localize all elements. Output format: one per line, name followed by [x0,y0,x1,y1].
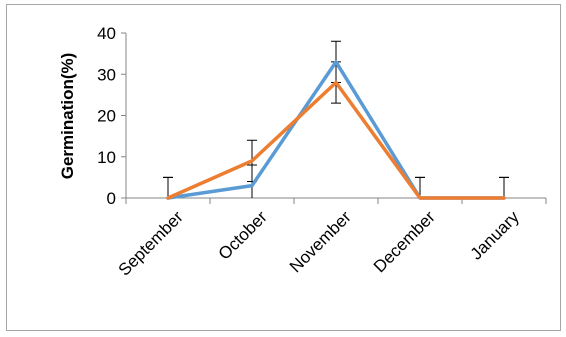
y-tick-label: 40 [97,24,116,43]
y-tick-label: 30 [97,65,116,84]
x-ticks: September October November December January [115,198,547,280]
series-2-line [166,80,506,200]
x-tick-label: November [286,207,355,276]
y-axis-title: Germination(%) [58,53,77,180]
y-ticks: 0 10 20 30 40 [97,24,126,208]
x-tick-label: September [115,207,187,279]
y-tick-label: 0 [107,189,116,208]
error-bars [163,40,509,198]
chart-border [6,4,561,331]
y-tick-label: 10 [97,148,116,167]
y-tick-label: 20 [97,107,116,126]
x-tick-label: October [215,207,271,263]
x-tick-label: December [370,207,439,276]
series-lines [166,60,506,200]
x-tick-label: January [467,207,524,264]
